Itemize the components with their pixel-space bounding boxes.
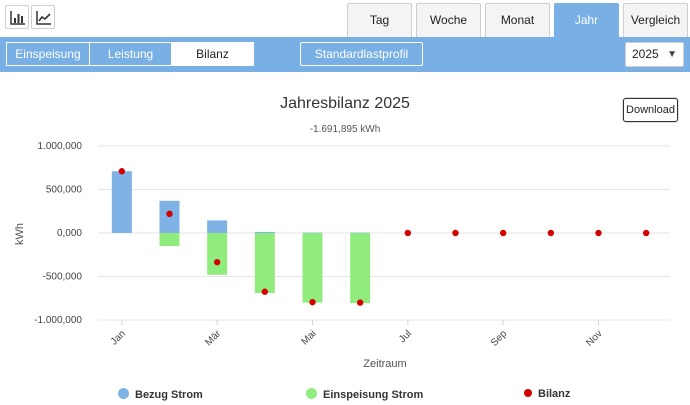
legend-bezug-marker [118,388,129,399]
chart-subtitle: -1.691,895 kWh [309,124,381,135]
y-axis-label: kWh [14,223,26,245]
legend-einspeisung-label: Einspeisung Strom [323,389,424,401]
bar-einspeisung [350,233,371,304]
tab-woche[interactable]: Woche [416,3,481,37]
bilanz-point [118,168,126,175]
x-tick-label: Mai [299,328,318,347]
bilanz-point [261,288,269,295]
x-axis-ticks: Jan Mär Mai Jul Sep Nov [109,320,605,349]
bar-bezug [207,220,228,233]
bilanz-point [499,229,507,237]
y-tick-label: 1.000,000 [38,141,83,152]
line-chart-icon[interactable] [31,5,55,29]
chart-points [118,168,650,306]
bar-chart-icon[interactable] [5,5,29,29]
bar-einspeisung [302,233,323,303]
y-tick-label: -1.000,000 [34,315,82,326]
legend-bilanz-marker [524,389,532,397]
top-toolbar: Tag Woche Monat Jahr Vergleich [0,0,690,37]
tab-monat[interactable]: Monat [485,3,550,37]
legend-bilanz-label: Bilanz [538,388,571,400]
bar-einspeisung [254,233,275,294]
tab-tag[interactable]: Tag [347,3,412,37]
bilanz-chart: 1.000,000500,0000,000-500,000-1.000,000 … [14,141,670,370]
x-tick-label: Mär [203,328,223,348]
bar-einspeisung [207,233,228,275]
filter-bar: Einspeisung Leistung Bilanz Standardlast… [0,37,690,72]
bar-bezug [254,231,275,233]
bilanz-point [452,229,459,237]
chart-title: Jahresbilanz 2025 [280,95,410,112]
chart-bars [111,171,371,304]
legend-bezug-label: Bezug Strom [135,389,203,401]
bilanz-point [404,229,412,237]
bilanz-point [213,258,221,266]
x-tick-label: Jul [397,328,414,345]
segment-bilanz[interactable]: Bilanz [171,42,254,66]
standardlastprofil-button[interactable]: Standardlastprofil [300,42,423,66]
bilanz-point [547,229,555,237]
chevron-down-icon: ▼ [667,49,677,60]
bilanz-point [642,229,650,237]
year-select[interactable]: 2025 ▼ [625,42,684,67]
y-tick-label: -500,000 [43,272,83,283]
legend-einspeisung-strom[interactable]: Einspeisung Strom [306,388,423,401]
segment-leistung[interactable]: Leistung [89,42,172,66]
segment-einspeisung[interactable]: Einspeisung [6,42,90,66]
bilanz-point [309,298,316,306]
chart-grid [98,145,670,321]
y-tick-label: 0,000 [57,228,82,239]
bar-bezug [111,171,132,233]
x-tick-label: Nov [584,328,604,348]
y-tick-label: 500,000 [46,185,83,196]
bilanz-point [166,210,173,218]
y-axis-ticks: 1.000,000 500,000 0,000 -500,000 -1.000,000 [34,141,82,326]
download-button[interactable]: Download [623,98,678,122]
tab-jahr[interactable]: Jahr [554,3,619,37]
x-axis-label: Zeitraum [363,358,406,370]
bilanz-point [595,229,602,237]
legend-bezug-strom[interactable]: Bezug Strom [118,388,203,401]
legend-einspeisung-marker [306,388,317,399]
x-tick-label: Sep [489,328,510,349]
bilanz-point [356,299,364,306]
year-select-value: 2025 [632,47,659,61]
legend-bilanz[interactable]: Bilanz [524,388,570,400]
bar-einspeisung [159,233,180,247]
x-tick-label: Jan [109,328,128,347]
tab-vergleich[interactable]: Vergleich [623,3,688,37]
